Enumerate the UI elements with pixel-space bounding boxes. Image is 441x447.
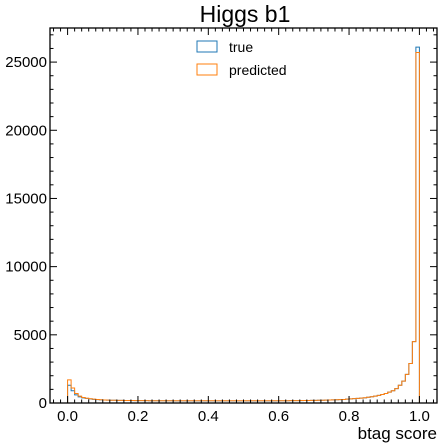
y-tick-label: 20000 <box>5 122 47 139</box>
ticks-layer: 0.0 0.2 0.4 0.6 0.8 1.0 0 5000 10000 15000 20000 25… <box>5 28 437 425</box>
legend: true predicted <box>196 39 287 78</box>
y-tick-label: 10000 <box>5 259 47 276</box>
legend-label-predicted: predicted <box>229 62 287 78</box>
x-tick-label: 0.8 <box>339 408 360 425</box>
x-tick-label: 0.0 <box>57 408 78 425</box>
x-tick-label: 0.2 <box>128 408 149 425</box>
series-predicted-step <box>67 52 420 403</box>
y-tick-label: 15000 <box>5 190 47 207</box>
x-axis-label: btag score <box>358 424 437 443</box>
x-tick-label: 0.6 <box>268 408 289 425</box>
x-tick-label: 1.0 <box>409 408 430 425</box>
chart-title: Higgs b1 <box>200 1 291 27</box>
legend-swatch-predicted <box>196 63 218 76</box>
y-tick-label: 5000 <box>14 327 47 344</box>
y-tick-label: 0 <box>39 395 47 412</box>
legend-label-true: true <box>229 39 253 55</box>
legend-swatch-true <box>196 40 218 53</box>
plot-frame <box>49 27 438 404</box>
series-true-step <box>67 46 420 403</box>
series-layer <box>67 46 420 403</box>
y-tick-label: 25000 <box>5 54 47 71</box>
x-tick-label: 0.4 <box>198 408 219 425</box>
